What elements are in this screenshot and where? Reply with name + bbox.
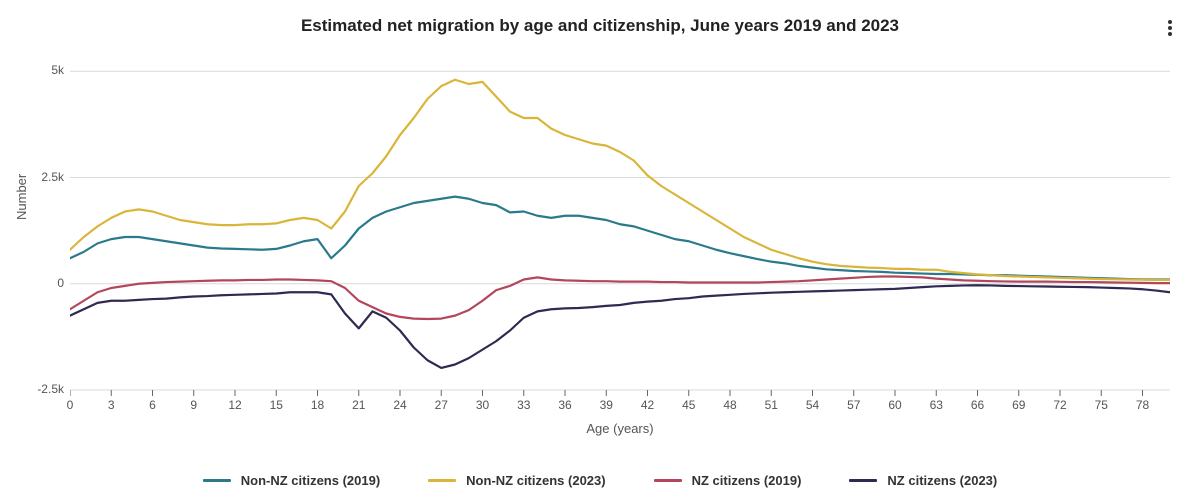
legend-swatch — [654, 479, 682, 482]
series-nz_2023 — [70, 285, 1170, 368]
x-tick-label: 48 — [718, 398, 742, 412]
series-non_nz_2019 — [70, 197, 1170, 280]
chart-title: Estimated net migration by age and citiz… — [0, 16, 1200, 36]
x-tick-label: 39 — [594, 398, 618, 412]
x-tick-label: 15 — [264, 398, 288, 412]
x-tick-label: 75 — [1089, 398, 1113, 412]
legend-item-non_nz_2019[interactable]: Non-NZ citizens (2019) — [203, 473, 380, 488]
series-nz_2019 — [70, 277, 1170, 320]
x-tick-label: 12 — [223, 398, 247, 412]
x-tick-label: 33 — [512, 398, 536, 412]
legend-swatch — [203, 479, 231, 482]
x-tick-label: 3 — [99, 398, 123, 412]
x-tick-label: 54 — [801, 398, 825, 412]
x-tick-label: 30 — [471, 398, 495, 412]
x-axis-label: Age (years) — [586, 421, 653, 436]
legend-item-non_nz_2023[interactable]: Non-NZ citizens (2023) — [428, 473, 605, 488]
legend-label: Non-NZ citizens (2019) — [241, 473, 380, 488]
chart-legend: Non-NZ citizens (2019) Non-NZ citizens (2… — [0, 473, 1200, 488]
x-tick-label: 63 — [924, 398, 948, 412]
legend-item-nz_2023[interactable]: NZ citizens (2023) — [849, 473, 997, 488]
legend-label: Non-NZ citizens (2023) — [466, 473, 605, 488]
x-tick-label: 6 — [141, 398, 165, 412]
x-tick-label: 36 — [553, 398, 577, 412]
x-tick-label: 51 — [759, 398, 783, 412]
legend-swatch — [849, 479, 877, 482]
y-tick-label: 0 — [14, 276, 64, 290]
x-tick-label: 9 — [182, 398, 206, 412]
legend-label: NZ citizens (2019) — [692, 473, 802, 488]
x-tick-label: 69 — [1007, 398, 1031, 412]
x-tick-label: 72 — [1048, 398, 1072, 412]
y-tick-label: 5k — [14, 63, 64, 77]
x-tick-label: 21 — [347, 398, 371, 412]
legend-item-nz_2019[interactable]: NZ citizens (2019) — [654, 473, 802, 488]
x-tick-label: 42 — [636, 398, 660, 412]
x-tick-label: 66 — [966, 398, 990, 412]
legend-label: NZ citizens (2023) — [887, 473, 997, 488]
chart-plot-area — [70, 50, 1170, 398]
x-tick-label: 0 — [58, 398, 82, 412]
x-tick-label: 60 — [883, 398, 907, 412]
x-tick-label: 24 — [388, 398, 412, 412]
chart-menu-icon[interactable] — [1162, 18, 1178, 38]
y-tick-label: 2.5k — [14, 170, 64, 184]
y-tick-label: -2.5k — [14, 382, 64, 396]
legend-swatch — [428, 479, 456, 482]
x-tick-label: 78 — [1131, 398, 1155, 412]
x-tick-label: 57 — [842, 398, 866, 412]
x-tick-label: 27 — [429, 398, 453, 412]
x-tick-label: 18 — [306, 398, 330, 412]
migration-chart: Estimated net migration by age and citiz… — [0, 0, 1200, 500]
x-tick-label: 45 — [677, 398, 701, 412]
x-axis-label-wrap: Age (years) — [70, 420, 1170, 438]
